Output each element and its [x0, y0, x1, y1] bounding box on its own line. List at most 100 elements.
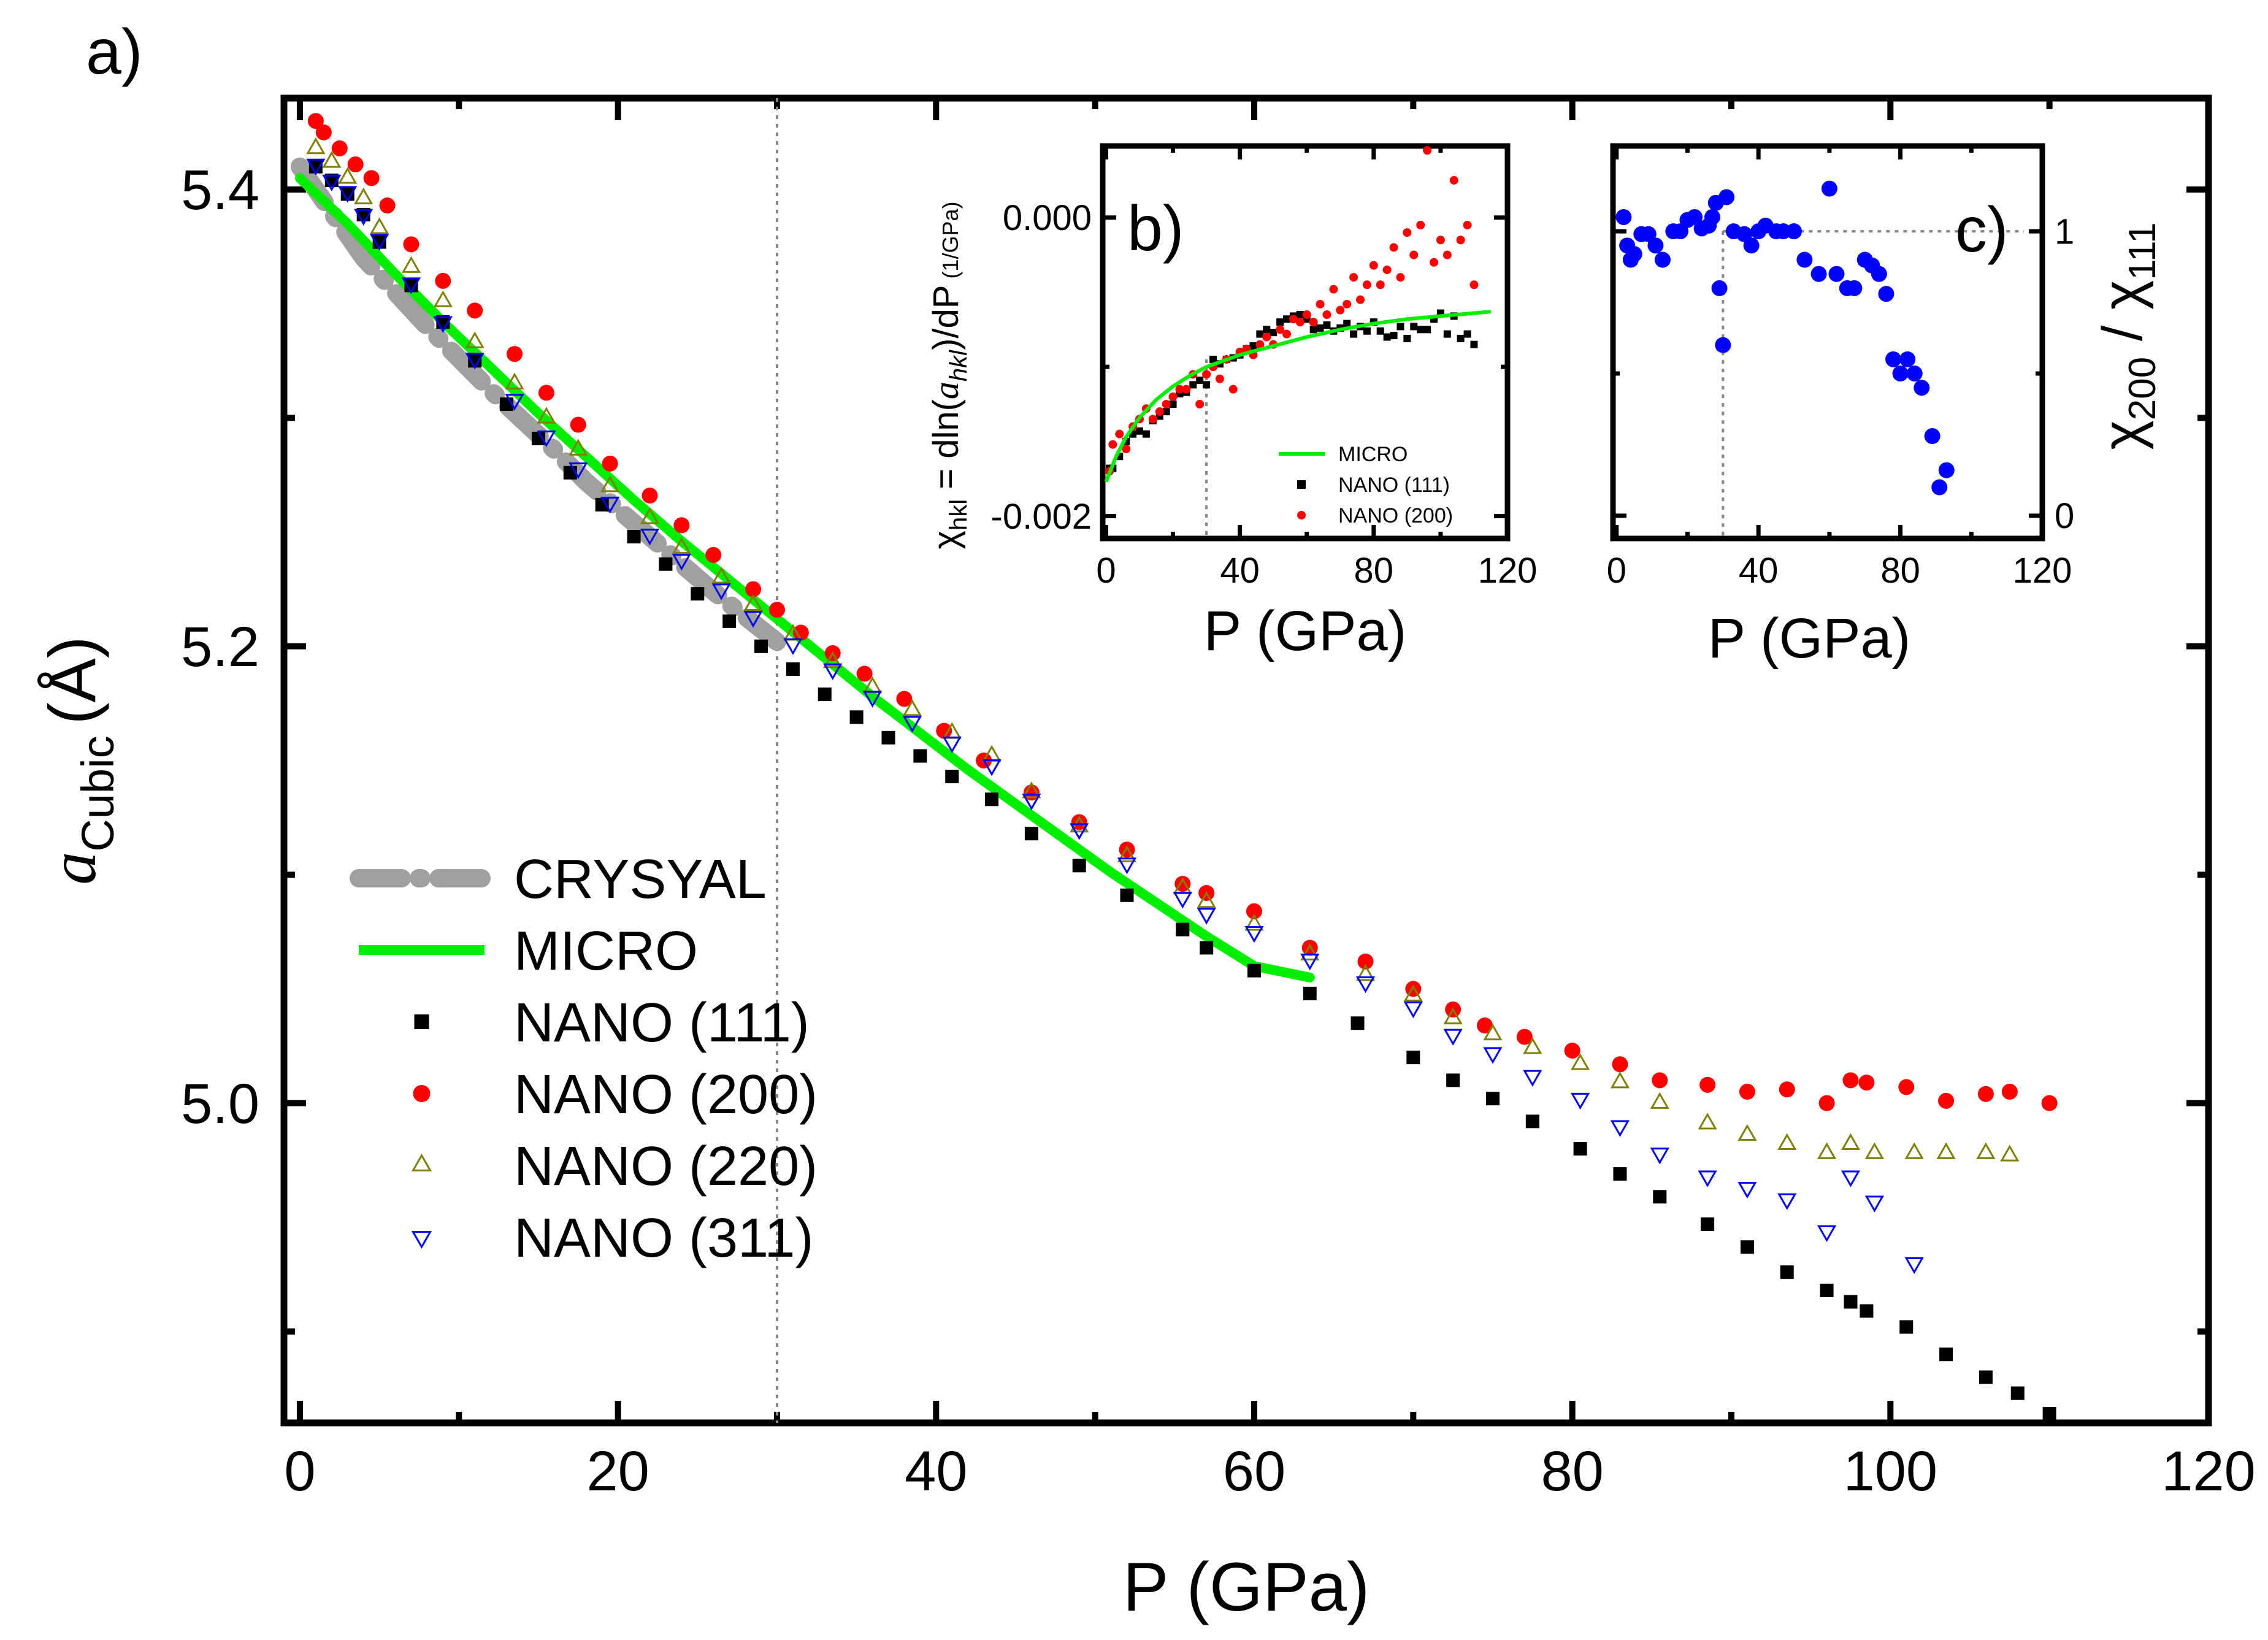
point-chi-ratio — [1672, 223, 1688, 240]
point-nano-111 — [1403, 334, 1411, 342]
point-nano-111 — [1939, 1347, 1953, 1362]
point-nano-311 — [823, 663, 843, 681]
curve-micro — [294, 173, 1315, 983]
point-nano-111 — [1276, 318, 1284, 326]
legend-label: CRYSYAL — [514, 849, 767, 910]
point-nano-200 — [1699, 1076, 1716, 1093]
point-nano-111 — [659, 557, 673, 571]
point-nano-111 — [1979, 1370, 1993, 1384]
point-nano-111 — [1820, 1284, 1834, 1297]
point-nano-200 — [1255, 340, 1265, 349]
panel-c-ticks — [1613, 146, 2045, 538]
point-nano-200 — [1977, 1086, 1994, 1102]
panel-a-label: a) — [86, 17, 142, 88]
point-nano-220 — [370, 217, 389, 234]
point-nano-111 — [1283, 315, 1290, 323]
point-nano-200 — [896, 691, 913, 707]
point-nano-311 — [783, 638, 803, 656]
point-nano-111 — [1463, 330, 1471, 338]
point-nano-200 — [1842, 1072, 1859, 1089]
point-nano-200 — [1295, 318, 1304, 327]
point-nano-220 — [537, 407, 556, 424]
panel-b-ylabel-ital: a — [926, 381, 966, 399]
point-nano-200 — [1195, 399, 1205, 408]
point-chi-ratio — [1715, 337, 1731, 353]
point-nano-111 — [1316, 324, 1324, 332]
point-nano-311 — [322, 174, 342, 192]
point-nano-111 — [1072, 859, 1086, 873]
point-nano-200 — [1182, 385, 1191, 394]
panel-b-ylabel-unit: (1/GPa) — [938, 202, 963, 285]
point-nano-200 — [1316, 299, 1325, 308]
point-nano-311 — [982, 759, 1002, 776]
series-nano-200 — [1105, 146, 1479, 476]
point-nano-200 — [538, 385, 554, 401]
x-tick-label: 120 — [2013, 551, 2072, 591]
x-tick-label: 80 — [1541, 1440, 1603, 1503]
point-nano-220 — [306, 137, 326, 155]
panel-b-xlabel: P (GPa) — [1204, 600, 1407, 662]
point-chi-ratio — [1931, 479, 1948, 496]
point-nano-200 — [1779, 1081, 1795, 1098]
point-nano-111 — [1436, 309, 1444, 317]
point-nano-200 — [768, 602, 785, 618]
point-nano-220 — [1936, 1142, 1956, 1159]
panel-c-series — [1615, 180, 1955, 496]
point-nano-111 — [2010, 1386, 2025, 1400]
point-nano-200 — [1442, 250, 1452, 259]
panel-c-ylabel-sub2: 111 — [2121, 223, 2164, 280]
point-nano-111 — [404, 278, 418, 293]
point-nano-111 — [372, 235, 386, 249]
series-micro — [1104, 310, 1491, 483]
point-nano-200 — [1396, 273, 1405, 282]
y-tick-label: -0.002 — [991, 497, 1092, 537]
point-nano-220 — [1523, 1037, 1542, 1054]
panel-c-ylabel-chi: χ — [2091, 420, 2154, 450]
point-nano-200 — [1858, 1075, 1875, 1091]
legend-item-micro: MICRO — [359, 921, 698, 982]
point-nano-200 — [1356, 295, 1365, 304]
point-nano-111 — [1343, 320, 1351, 328]
point-nano-200 — [1309, 318, 1318, 327]
point-nano-311 — [354, 209, 374, 226]
point-nano-200 — [1215, 374, 1224, 383]
point-nano-311 — [401, 277, 421, 294]
point-chi-ratio — [1828, 266, 1845, 282]
point-nano-200 — [1302, 310, 1311, 319]
panel-c: 0 40 80 120 01 c) P (GPa) χ200 / χ111 — [1607, 143, 2164, 670]
point-nano-311 — [569, 462, 588, 480]
point-chi-ratio — [1914, 380, 1930, 396]
legend-item-nano-111: NANO (111) — [1297, 473, 1450, 497]
point-chi-ratio — [1906, 366, 1923, 382]
point-nano-111 — [2042, 1407, 2056, 1421]
point-nano-200 — [1246, 903, 1262, 919]
y-tick-label: 1 — [2055, 212, 2074, 251]
point-nano-111 — [945, 770, 959, 784]
point-nano-200 — [1155, 407, 1164, 416]
point-nano-220 — [1777, 1133, 1797, 1150]
point-nano-200 — [1119, 841, 1135, 858]
point-nano-200 — [856, 665, 873, 682]
point-nano-311 — [711, 583, 731, 600]
point-nano-220 — [1610, 1071, 1630, 1089]
legend-label: MICRO — [514, 921, 698, 982]
point-nano-311 — [505, 394, 524, 411]
point-nano-111 — [1200, 941, 1214, 955]
panel-a-ylabel: aCubic (Å) — [35, 636, 123, 884]
panel-c-y-tick-labels: 01 — [2055, 212, 2074, 536]
point-nano-111 — [849, 710, 864, 724]
panel-a-xlabel: P (GPa) — [1123, 1549, 1370, 1625]
y-tick-label: 5.2 — [181, 616, 259, 678]
point-nano-111 — [818, 688, 832, 701]
point-nano-111 — [1363, 327, 1371, 335]
point-chi-ratio — [1846, 280, 1863, 296]
point-nano-200 — [379, 197, 396, 214]
curve-micro — [1104, 310, 1491, 483]
point-nano-220 — [1864, 1142, 1884, 1159]
point-nano-200 — [1403, 228, 1412, 237]
point-nano-220 — [1841, 1133, 1861, 1150]
point-nano-111 — [1740, 1240, 1754, 1254]
point-chi-ratio — [1899, 351, 1916, 367]
point-nano-200 — [1336, 305, 1345, 315]
point-nano-220 — [322, 151, 342, 168]
